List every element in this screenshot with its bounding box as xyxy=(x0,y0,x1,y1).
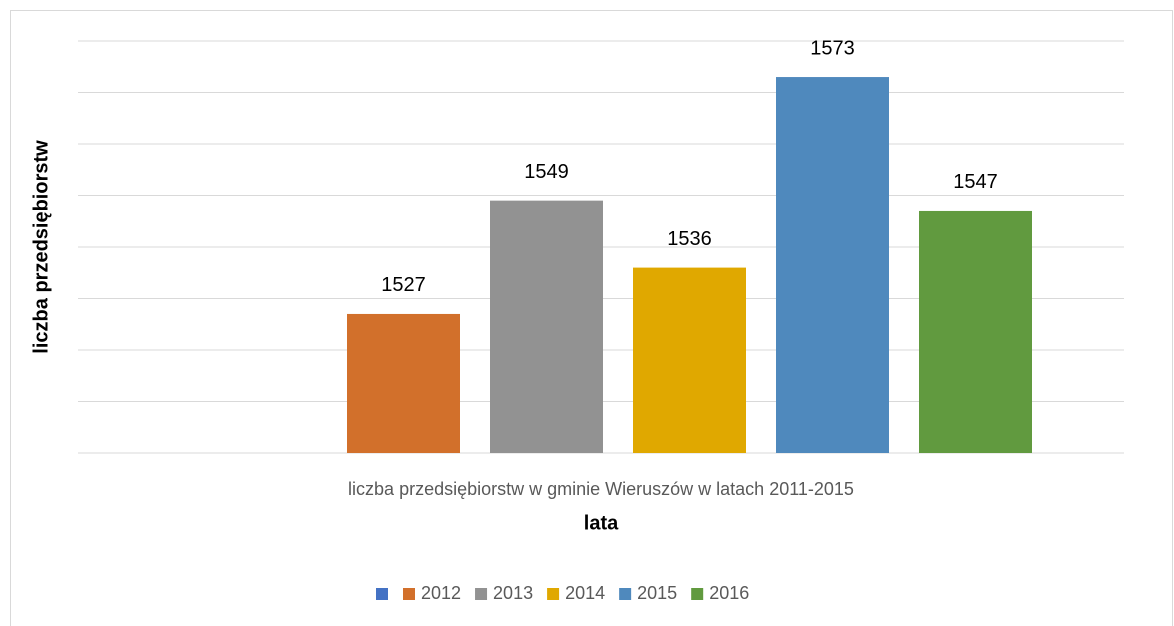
legend-label: 2016 xyxy=(709,583,749,603)
legend-marker xyxy=(376,588,388,600)
legend-marker xyxy=(619,588,632,600)
legend-marker xyxy=(403,588,415,600)
bar xyxy=(490,200,603,453)
legend-label: 2015 xyxy=(637,583,677,603)
data-label: 1573 xyxy=(810,37,855,59)
data-label: 1549 xyxy=(524,161,569,183)
bar xyxy=(633,267,746,453)
y-axis-title: liczba przedsiębiorstw xyxy=(30,140,52,354)
legend-label: 2013 xyxy=(493,583,533,603)
x-category-label: liczba przedsiębiorstw w gminie Wieruszó… xyxy=(348,479,854,499)
data-label: 1527 xyxy=(381,274,426,296)
legend-label: 2014 xyxy=(565,583,605,603)
bar xyxy=(919,210,1032,453)
x-axis-title: lata xyxy=(584,512,619,534)
legend-marker xyxy=(547,588,560,600)
bar xyxy=(347,313,460,453)
legend-marker xyxy=(475,588,488,600)
data-label: 1536 xyxy=(667,228,712,250)
legend-marker xyxy=(691,588,704,600)
bar xyxy=(776,77,889,454)
data-label: 1547 xyxy=(953,171,998,193)
legend-label: 2012 xyxy=(421,583,461,603)
